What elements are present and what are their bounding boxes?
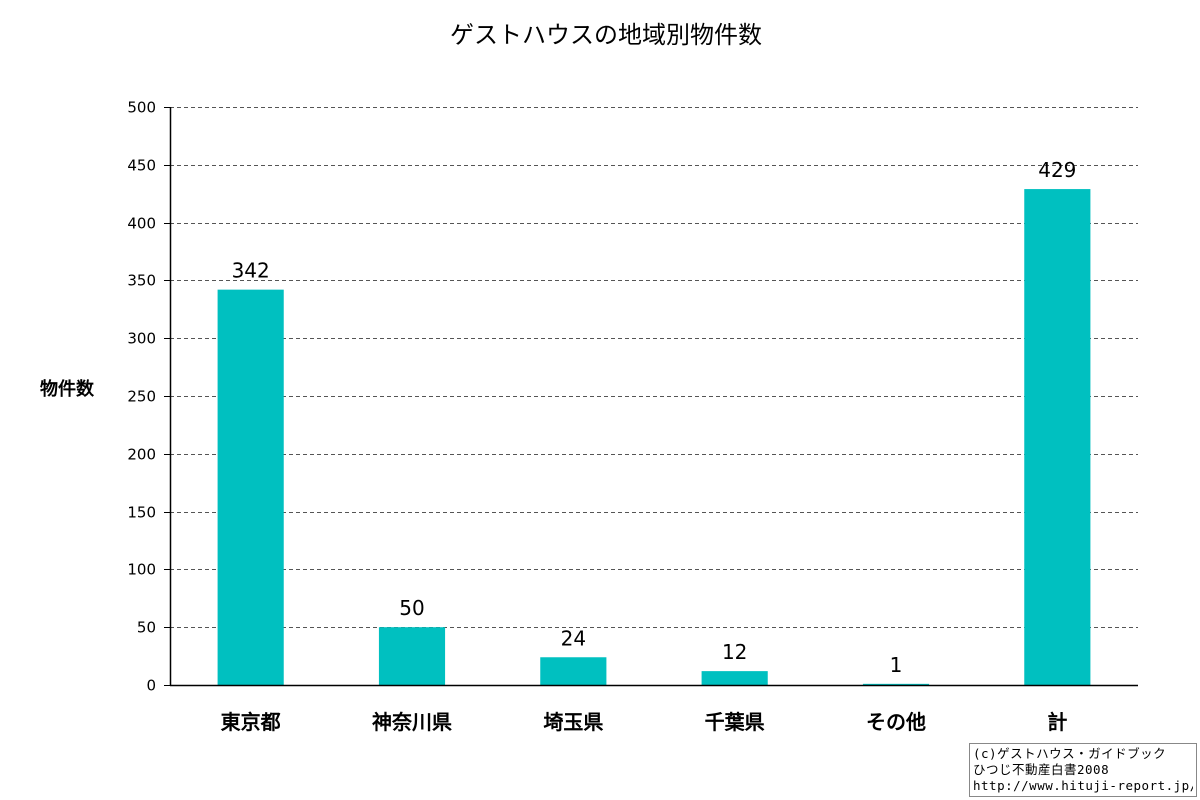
bars bbox=[217, 189, 1091, 686]
copyright-line-1: (c)ゲストハウス・ガイドブック bbox=[973, 746, 1167, 761]
x-tick-label: 埼玉県 bbox=[543, 710, 603, 734]
y-tick-label: 400 bbox=[127, 215, 156, 233]
chart-title: ゲストハウスの地域別物件数 bbox=[450, 21, 762, 49]
y-tick-label: 50 bbox=[137, 619, 156, 637]
data-label: 12 bbox=[722, 640, 747, 664]
y-tick-label: 450 bbox=[127, 157, 156, 175]
x-tick-label: 神奈川県 bbox=[372, 710, 452, 734]
bar bbox=[1024, 189, 1091, 686]
x-tick-label: 計 bbox=[1047, 710, 1067, 734]
y-tick-label: 350 bbox=[127, 272, 156, 290]
x-tick-label: 東京都 bbox=[221, 710, 281, 734]
bar bbox=[862, 683, 930, 686]
y-tick-label: 150 bbox=[127, 504, 156, 522]
y-axis-label: 物件数 bbox=[40, 378, 95, 400]
grid-lines bbox=[170, 107, 1138, 628]
copyright-line-3: http://www.hituji-report.jp/ bbox=[973, 778, 1193, 793]
x-tick-label: その他 bbox=[866, 710, 926, 734]
y-tick-label: 100 bbox=[127, 561, 156, 579]
y-tick-label: 300 bbox=[127, 330, 156, 348]
axes bbox=[164, 107, 1138, 687]
bar bbox=[540, 657, 607, 685]
data-label: 24 bbox=[561, 626, 586, 650]
y-tick-label: 500 bbox=[127, 99, 156, 117]
data-label: 50 bbox=[399, 596, 424, 620]
copyright-box: (c)ゲストハウス・ガイドブック ひつじ不動産白書2008 http://www… bbox=[969, 743, 1197, 797]
y-tick-label: 200 bbox=[127, 446, 156, 464]
labels: 0 50 100 150 200 250 300 350 400 450 500 342 東京都 50 神奈… bbox=[127, 99, 1076, 735]
bar bbox=[701, 671, 768, 685]
data-label: 342 bbox=[232, 259, 270, 283]
x-tick-label: 千葉県 bbox=[705, 710, 765, 734]
data-label: 1 bbox=[890, 653, 903, 677]
y-tick-label: 0 bbox=[146, 677, 156, 695]
bar bbox=[378, 627, 446, 685]
bar bbox=[217, 289, 284, 685]
y-tick-label: 250 bbox=[127, 388, 156, 406]
data-label: 429 bbox=[1038, 158, 1076, 182]
copyright-line-2: ひつじ不動産白書2008 bbox=[973, 762, 1110, 777]
